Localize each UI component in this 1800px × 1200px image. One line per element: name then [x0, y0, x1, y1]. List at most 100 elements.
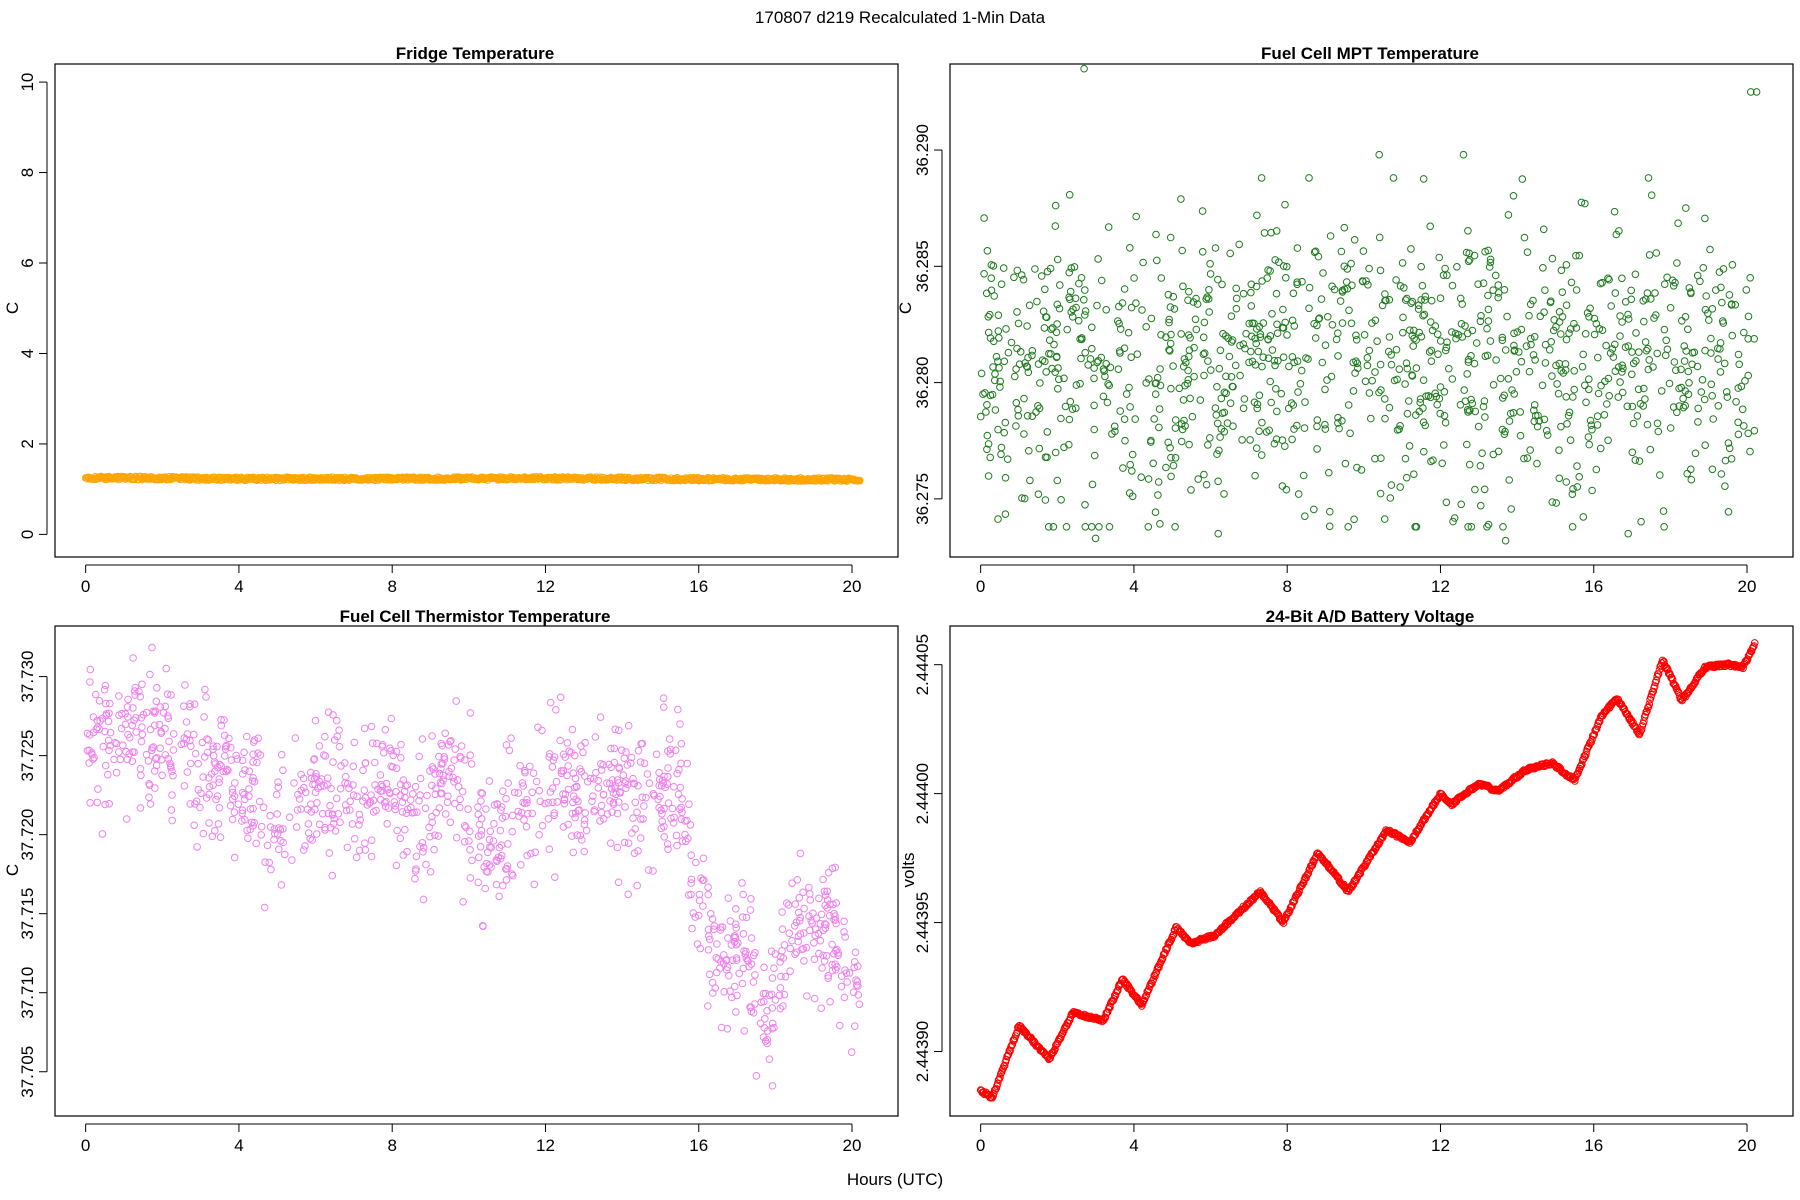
data-point — [1629, 718, 1637, 727]
data-point — [778, 908, 786, 916]
data-point — [1525, 367, 1534, 376]
data-point — [168, 816, 176, 825]
data-point — [1477, 501, 1485, 510]
data-point — [477, 797, 485, 805]
y-axis-label-fridge: C — [3, 302, 22, 314]
data-point — [659, 779, 668, 788]
data-point — [1078, 334, 1086, 342]
data-point — [1271, 256, 1279, 264]
data-point — [1421, 292, 1430, 301]
data-point — [1181, 422, 1189, 430]
data-point — [1585, 739, 1594, 748]
data-point — [705, 935, 714, 944]
data-point — [608, 808, 616, 816]
data-point — [1530, 333, 1539, 341]
data-point — [1061, 402, 1070, 411]
data-point — [597, 766, 606, 774]
data-point — [1602, 341, 1610, 350]
data-point — [763, 1007, 771, 1015]
data-point — [1569, 485, 1577, 493]
data-point — [677, 815, 686, 824]
data-point — [1177, 195, 1185, 203]
data-point — [1212, 411, 1221, 419]
data-point — [1245, 319, 1253, 328]
figure-suptitle: 170807 d219 Recalculated 1-Min Data — [755, 8, 1046, 27]
data-point — [840, 917, 848, 926]
data-point — [1000, 428, 1009, 437]
data-point — [355, 846, 364, 855]
data-point — [1722, 388, 1731, 396]
data-point — [476, 843, 485, 851]
data-point — [245, 785, 253, 793]
data-point — [1699, 264, 1708, 272]
data-point — [629, 779, 638, 788]
data-point — [474, 878, 483, 887]
data-point — [297, 786, 306, 795]
data-point — [1387, 360, 1396, 369]
data-point — [722, 966, 731, 974]
data-point — [786, 967, 794, 976]
data-point — [779, 475, 787, 484]
data-point — [1256, 330, 1265, 339]
data-point — [257, 831, 266, 839]
data-point — [1385, 296, 1394, 304]
data-point — [1628, 448, 1637, 457]
data-point — [96, 717, 104, 725]
data-point — [474, 810, 483, 819]
data-point — [416, 774, 425, 783]
data-point — [1156, 520, 1164, 528]
data-point — [1395, 365, 1404, 374]
data-point — [1489, 450, 1498, 459]
data-point — [130, 716, 138, 725]
data-point — [1365, 346, 1374, 355]
data-point — [1043, 453, 1051, 462]
data-point — [91, 690, 100, 699]
data-point — [1466, 406, 1474, 415]
data-point — [678, 837, 687, 845]
x-tick-label: 0 — [976, 1136, 985, 1155]
data-point — [155, 473, 164, 482]
data-point — [1323, 376, 1331, 384]
data-point — [782, 899, 791, 907]
data-point — [238, 770, 247, 778]
data-point — [254, 749, 262, 758]
data-point — [145, 781, 154, 790]
data-point — [254, 734, 263, 743]
data-point — [788, 879, 796, 888]
data-point — [190, 821, 198, 830]
data-point — [211, 760, 219, 768]
data-point — [1226, 249, 1234, 258]
data-point — [381, 802, 390, 811]
data-point — [378, 741, 387, 749]
data-point — [381, 726, 390, 734]
data-point — [1523, 454, 1532, 462]
data-point — [590, 807, 598, 816]
data-point — [820, 957, 829, 965]
data-point — [1436, 409, 1444, 418]
data-point — [732, 924, 741, 932]
data-point — [1345, 306, 1353, 315]
data-point — [1152, 968, 1161, 976]
data-point — [256, 751, 265, 759]
data-point — [497, 841, 506, 849]
data-point — [1175, 384, 1184, 393]
data-point — [451, 745, 460, 753]
data-point — [821, 924, 830, 933]
data-point — [1218, 280, 1226, 289]
data-point — [571, 809, 580, 817]
data-point — [987, 286, 996, 295]
data-point — [130, 748, 138, 757]
data-point — [1693, 271, 1702, 280]
data-point — [800, 957, 808, 965]
data-point — [240, 790, 248, 799]
data-point — [1409, 833, 1417, 842]
data-point — [383, 820, 392, 828]
data-point — [1747, 88, 1755, 96]
data-point — [1694, 418, 1702, 426]
data-point — [1698, 376, 1707, 384]
data-point — [1268, 310, 1276, 318]
data-point — [1184, 366, 1192, 375]
data-point — [1319, 269, 1327, 277]
data-point — [150, 767, 159, 775]
